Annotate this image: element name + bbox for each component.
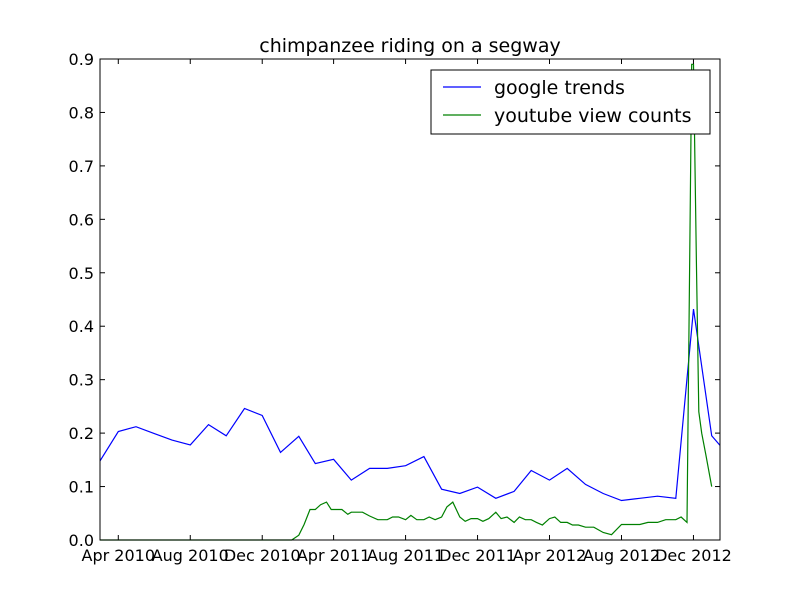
- series-layer: [99, 63, 721, 541]
- series-line-1: [99, 309, 721, 502]
- x-tick-label: Aug 2012: [583, 546, 660, 565]
- legend-box: [430, 69, 711, 135]
- x-tick-label: Aug 2010: [152, 546, 229, 565]
- x-tick-label: Dec 2012: [655, 546, 732, 565]
- chart-title: chimpanzee riding on a segway: [259, 35, 560, 57]
- x-tick-label: Aug 2011: [367, 546, 444, 565]
- y-tick-label: 0.6: [69, 210, 94, 229]
- y-tick-label: 0.2: [69, 424, 94, 443]
- x-tick-label: Dec 2011: [439, 546, 516, 565]
- series-line-2: [100, 63, 713, 541]
- y-tick-label: 0.8: [69, 103, 94, 122]
- y-axis: 0.0 0.1 0.2 0.3 0.4 0.5 0.6 0.7 0.8 0.9: [69, 50, 720, 550]
- y-tick-label: 0.7: [69, 157, 94, 176]
- x-tick-label: Apr 2011: [297, 546, 370, 565]
- y-tick-label: 0.9: [69, 50, 94, 69]
- y-tick-label: 0.3: [69, 371, 94, 390]
- plot-area-frame: [99, 58, 721, 541]
- x-tick-label: Dec 2010: [224, 546, 301, 565]
- legend: google trends youtube view counts: [430, 69, 711, 135]
- y-tick-label: 0.0: [69, 531, 94, 550]
- legend-label-2: youtube view counts: [494, 105, 692, 127]
- legend-label-1: google trends: [494, 77, 625, 99]
- y-tick-label: 0.1: [69, 478, 94, 497]
- x-tick-label: Apr 2012: [513, 546, 586, 565]
- x-tick-label: Apr 2010: [82, 546, 155, 565]
- y-tick-label: 0.4: [69, 317, 94, 336]
- y-tick-label: 0.5: [69, 264, 94, 283]
